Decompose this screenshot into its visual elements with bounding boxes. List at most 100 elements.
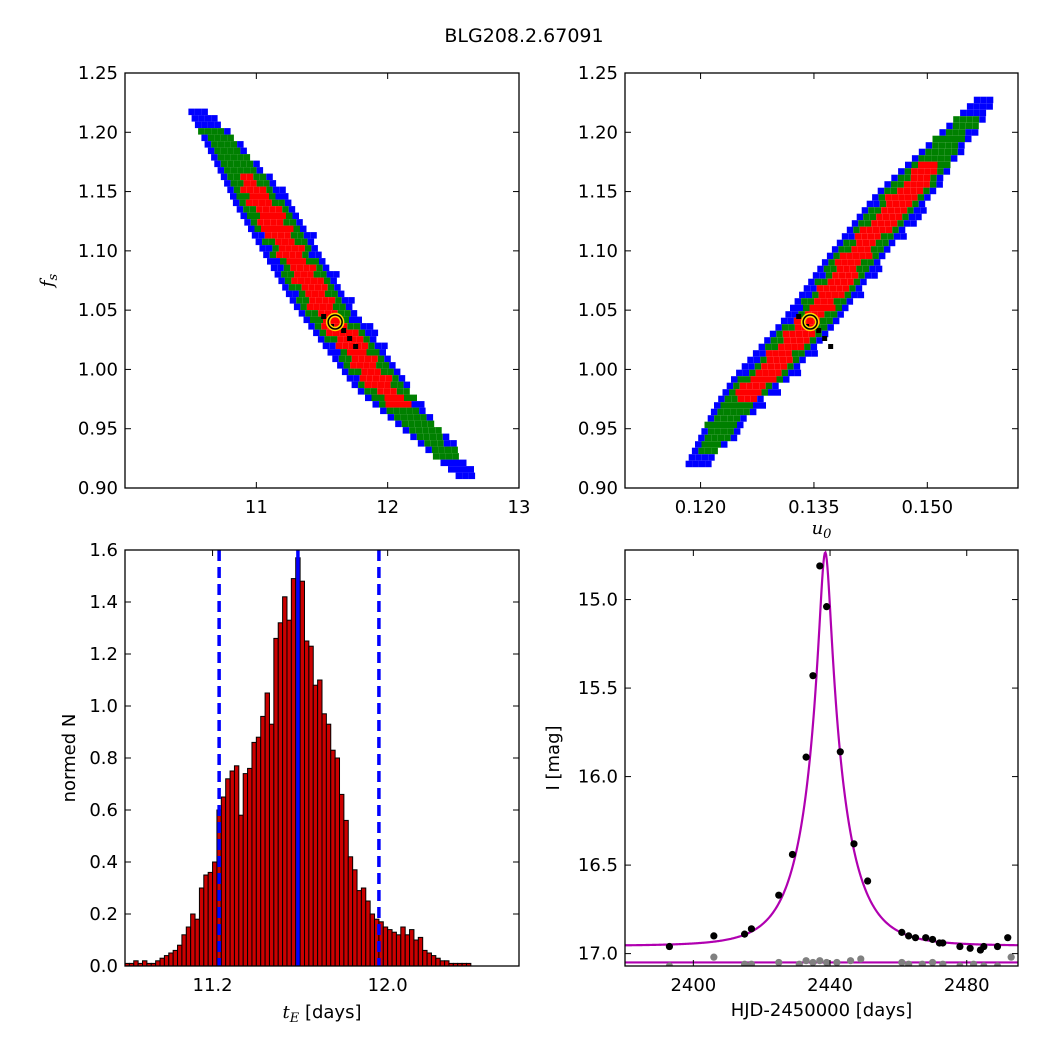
panel-tl-outer-cell — [333, 271, 340, 278]
panel-tr-middle-cell — [877, 246, 884, 253]
panel-tr-middle-cell — [701, 441, 708, 448]
panel-tl-middle-cell — [376, 362, 383, 369]
panel-tl-inner-cell — [287, 225, 294, 233]
panel-tr-outer-cell — [796, 304, 803, 312]
panel-tl-inner-cell — [253, 186, 260, 194]
panel-tl-inner-cell — [266, 212, 273, 220]
panel-tr-outer-cell — [821, 330, 829, 338]
panel-tr-outer-cell — [848, 233, 855, 240]
residual-point — [956, 962, 964, 966]
panel-tl-inner-cell — [315, 297, 323, 304]
panel-tr-middle-cell — [951, 148, 958, 156]
panel-tr-inner-cell — [854, 233, 862, 240]
panel-tl-middle-cell — [233, 186, 241, 194]
panel-tl-outer-cell — [244, 219, 251, 226]
panel-tl-outer-cell — [410, 433, 417, 441]
panel-tl-outer-cell — [332, 355, 339, 363]
panel-tr-middle-cell — [835, 304, 842, 312]
panel-tl-outer-cell — [372, 401, 379, 408]
histogram-bar — [404, 934, 411, 967]
panel-tr-outer-cell — [721, 441, 728, 448]
panel-tl-inner-cell — [366, 375, 373, 382]
panel-tr-inner-cell — [879, 226, 886, 234]
panel-tl-middle-cell — [237, 167, 244, 174]
panel-tr-inner-cell — [822, 304, 829, 312]
panel-tl-outer-cell — [263, 251, 270, 259]
panel-tl-middle-cell — [422, 427, 429, 434]
panel-tr-middle-cell — [825, 272, 833, 279]
panel-tl-outer-cell — [334, 284, 341, 291]
panel-tl-outer-cell — [380, 407, 387, 415]
panel-tr-inner-cell — [806, 317, 814, 325]
panel-tl-inner-cell — [340, 323, 348, 330]
panel-tr-middle-cell — [918, 155, 925, 162]
panel-tr-outer-cell — [966, 109, 974, 117]
panel-tr-inner-cell — [785, 350, 792, 357]
panel-tr-inner-cell — [834, 259, 842, 266]
panel-tr-middle-cell — [930, 174, 937, 182]
panel-tl-middle-cell — [217, 128, 225, 135]
panel-tl-middle-cell — [344, 310, 351, 317]
panel-tl-inner-cell — [397, 394, 404, 402]
panel-tl-middle-cell — [445, 453, 453, 460]
panel-tr-middle-cell — [720, 428, 728, 435]
panel-tr-middle-cell — [708, 441, 715, 448]
histogram-bar — [334, 757, 341, 967]
panel-tl-inner-cell — [279, 212, 286, 220]
panel-tl-middle-cell — [415, 427, 423, 434]
panel-tr-inner-cell — [852, 252, 860, 260]
panel-tl-inner-cell — [300, 271, 308, 278]
panel-tl-outer-cell — [450, 440, 457, 447]
panel-tr-inner-cell — [774, 363, 781, 370]
panel-tr-inner-cell — [825, 291, 832, 299]
panel-tr-inner-cell — [796, 337, 804, 344]
panel-tl-inner-cell — [328, 297, 336, 304]
panel-tr-middle-cell — [821, 278, 828, 286]
panel-tr-inner-cell — [923, 174, 931, 182]
panel-tr-outer-cell — [722, 389, 729, 396]
panel-tr-middle-cell — [844, 246, 852, 253]
panel-tr-outer-cell — [695, 441, 702, 448]
panel-tl-middle-cell — [237, 154, 244, 161]
histogram-bar — [330, 749, 336, 967]
panel-tr-middle-cell — [932, 135, 939, 143]
panel-tl-middle-cell — [214, 134, 221, 142]
panel-tr-outer-cell — [827, 324, 834, 331]
panel-tr-middle-cell — [872, 252, 879, 260]
panel-tr-middle-cell — [863, 213, 870, 221]
panel-tl-middle-cell — [410, 394, 417, 402]
panel-tr-inner-cell — [817, 311, 825, 318]
panel-tr-middle-cell — [897, 174, 905, 182]
panel-tr-inner-cell — [836, 265, 844, 273]
panel-tr-outer-cell — [749, 408, 757, 416]
panel-tr-outer-cell — [753, 402, 760, 409]
panel-tl-middle-cell — [323, 277, 331, 285]
panel-tr-middle-cell — [727, 415, 734, 422]
panel-tr-outer-cell — [973, 103, 980, 110]
residual-point — [775, 958, 783, 966]
panel-tr-outer-cell — [966, 103, 974, 110]
panel-tr-middle-cell — [904, 168, 912, 175]
panel-tr-outer-cell — [707, 415, 715, 422]
panel-br-xtick-label: 2480 — [944, 975, 990, 996]
panel-tr-inner-cell — [891, 194, 899, 201]
panel-tl-middle-cell — [217, 154, 225, 161]
panel-tr-inner-cell — [917, 174, 924, 182]
panel-tr-middle-cell — [853, 226, 860, 234]
panel-tr-outer-cell — [692, 460, 699, 468]
panel-tl-middle-cell — [269, 193, 276, 200]
panel-tr-outer-cell — [752, 350, 760, 357]
panel-tl-middle-cell — [250, 167, 257, 174]
panel-tr-outer-cell — [920, 207, 927, 214]
panel-tr-inner-cell — [791, 343, 798, 351]
panel-tr-outer-cell — [747, 356, 754, 364]
panel-tr-outer-cell — [965, 135, 972, 143]
panel-tl-outer-cell — [357, 388, 365, 395]
panel-tl-inner-cell — [321, 284, 328, 291]
panel-tr-middle-cell — [743, 408, 750, 416]
histogram-bar — [352, 869, 358, 967]
panel-tl-outer-cell — [288, 206, 296, 213]
panel-tr-xtick-label: 0.120 — [675, 497, 727, 518]
histogram-bar — [286, 619, 292, 967]
data-point — [741, 930, 749, 938]
